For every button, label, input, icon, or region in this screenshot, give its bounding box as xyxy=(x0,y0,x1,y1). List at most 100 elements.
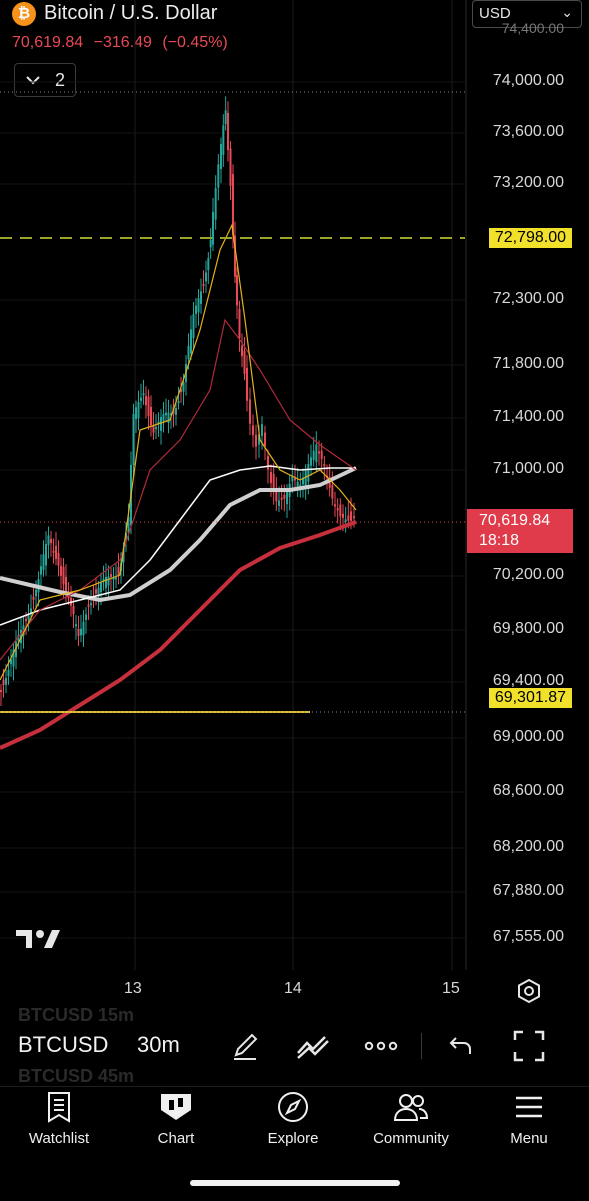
candle-body xyxy=(350,511,352,521)
candle-body xyxy=(252,425,254,436)
candle-body xyxy=(42,554,45,571)
candle-body xyxy=(140,397,142,401)
candle-body xyxy=(40,566,42,575)
candle-body xyxy=(50,538,52,544)
candle-body xyxy=(95,589,97,594)
trendline-icon xyxy=(297,1036,329,1059)
candle-body xyxy=(170,413,172,416)
tab-community[interactable]: Community xyxy=(356,1090,466,1147)
candle-body xyxy=(310,457,312,466)
last-price-tag-value: 70,619.84 xyxy=(479,512,551,529)
candle-body xyxy=(142,393,145,396)
currency-select[interactable]: USD ⌄ xyxy=(472,0,582,28)
candle-body xyxy=(82,621,85,636)
candle-body xyxy=(12,649,15,667)
candle-body xyxy=(232,174,234,236)
candle-body xyxy=(331,485,334,499)
candle-body xyxy=(272,474,275,493)
indicators-toggle-button[interactable]: 2 xyxy=(14,63,76,97)
candle-body xyxy=(107,576,110,586)
candle-body xyxy=(30,608,32,615)
candle-body xyxy=(264,432,266,447)
y-tick-label: 68,600.00 xyxy=(492,782,564,799)
candle-body xyxy=(165,412,167,416)
x-tick-label: 14 xyxy=(284,980,302,997)
candle-body xyxy=(75,624,77,627)
candle-body xyxy=(249,399,251,424)
tab-menu[interactable]: Menu xyxy=(474,1090,584,1147)
candle-body xyxy=(7,669,10,677)
ma-100-line xyxy=(0,466,357,603)
tab-explore[interactable]: Explore xyxy=(238,1090,348,1147)
candle-body xyxy=(339,504,342,517)
candle-body xyxy=(55,545,57,560)
price-chart[interactable] xyxy=(0,0,589,1000)
tab-chart[interactable]: Chart xyxy=(121,1090,231,1147)
candle-body xyxy=(255,434,257,447)
candle-body xyxy=(220,144,222,170)
candle-body xyxy=(353,516,355,519)
candle-body xyxy=(286,491,288,505)
interval-picker[interactable]: 30m xyxy=(137,1032,180,1057)
candle-body xyxy=(72,606,75,615)
candle-body xyxy=(132,414,135,466)
candle-body xyxy=(261,424,263,436)
candle-body xyxy=(200,291,202,304)
ma-9-line xyxy=(0,222,357,681)
community-icon xyxy=(393,1094,429,1121)
candle-body xyxy=(258,434,260,445)
candle-body xyxy=(342,513,344,518)
candle-body xyxy=(102,579,105,582)
drawing-tool-button[interactable] xyxy=(226,1027,264,1065)
trendline-tool-button[interactable] xyxy=(294,1027,332,1065)
chart-settings-icon[interactable] xyxy=(514,976,544,1006)
candle-body xyxy=(117,566,120,576)
undo-button[interactable] xyxy=(442,1027,480,1065)
candle-body xyxy=(212,211,214,245)
candle-body xyxy=(267,455,269,470)
symbol-title[interactable]: Bitcoin / U.S. Dollar xyxy=(44,2,218,24)
candle-body xyxy=(243,350,246,374)
candle-body xyxy=(280,497,283,500)
y-tick-label: 69,000.00 xyxy=(492,728,564,745)
candle-body xyxy=(122,548,125,563)
candle-body xyxy=(87,604,90,607)
tab-watchlist[interactable]: Watchlist xyxy=(4,1090,114,1147)
more-tools-button[interactable] xyxy=(362,1027,400,1065)
candle-body xyxy=(224,110,227,125)
symbol-picker[interactable]: BTCUSD xyxy=(18,1032,109,1057)
y-tick-label: 72,300.00 xyxy=(492,290,564,307)
symbol-picker-ghost: BTCUSD 15m xyxy=(18,1005,135,1025)
candle-body xyxy=(60,565,62,576)
candle-body xyxy=(270,471,272,484)
candle-body xyxy=(80,628,82,636)
candle-body xyxy=(207,258,210,271)
candle-body xyxy=(234,235,236,277)
watchlist-icon xyxy=(48,1092,70,1123)
tradingview-logo-icon[interactable] xyxy=(16,926,62,952)
menu-icon xyxy=(516,1096,542,1118)
fullscreen-button[interactable] xyxy=(510,1027,548,1065)
candle-body xyxy=(294,478,296,481)
x-tick-label: 13 xyxy=(124,980,142,997)
candle-body xyxy=(47,535,50,546)
chart-icon xyxy=(161,1094,191,1120)
candle-body xyxy=(302,477,304,485)
candle-body xyxy=(77,628,80,636)
candle-body xyxy=(190,329,192,354)
candle-body xyxy=(90,603,92,606)
y-tick-label: 73,200.00 xyxy=(492,174,564,191)
candle-body xyxy=(162,414,165,422)
candle-body xyxy=(67,595,70,599)
candle-body xyxy=(209,239,212,248)
y-tick-label: 67,555.00 xyxy=(492,928,564,945)
candle-body xyxy=(195,305,197,315)
candle-body xyxy=(152,425,155,433)
indicator-count: 2 xyxy=(54,69,65,90)
interval-picker-ghost: BTCUSD 45m xyxy=(18,1066,135,1086)
candle-body xyxy=(291,476,294,482)
toolbar-divider xyxy=(421,1033,422,1059)
price-change-percent: (−0.45%) xyxy=(162,34,228,51)
candle-body xyxy=(112,577,115,580)
chart-grid xyxy=(0,0,467,970)
